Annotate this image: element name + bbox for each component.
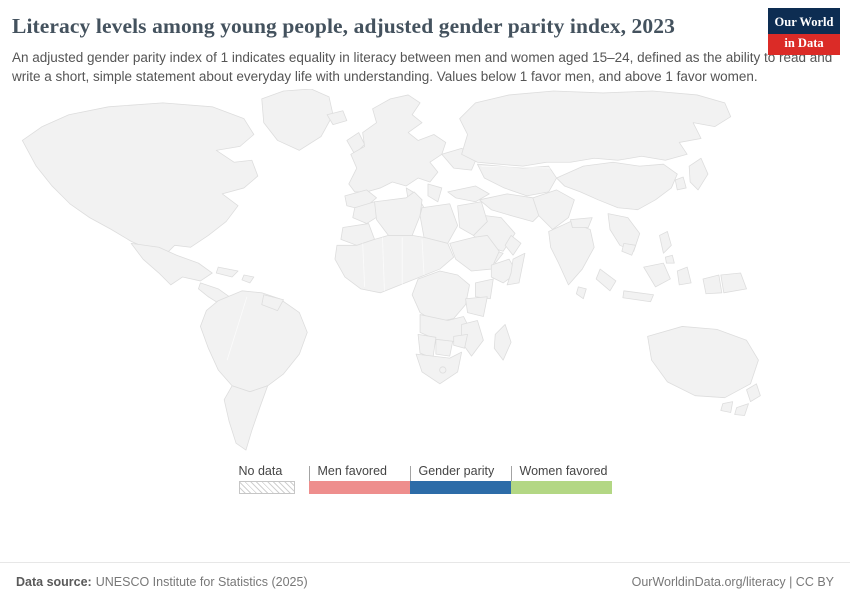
- legend-no-data-swatch: [238, 481, 295, 495]
- region-madagascar[interactable]: [493, 324, 512, 361]
- region-sri-lanka[interactable]: [575, 286, 587, 300]
- legend-category-women_favored[interactable]: Women favored: [510, 464, 612, 495]
- region-lesotho[interactable]: [439, 366, 447, 374]
- data-source-label: Data source:: [16, 574, 92, 589]
- region-southern-cone[interactable]: [223, 385, 269, 451]
- data-source: Data source: UNESCO Institute for Statist…: [16, 575, 308, 589]
- region-korea[interactable]: [674, 176, 687, 191]
- attribution-link[interactable]: OurWorldinData.org/literacy | CC BY: [631, 574, 834, 589]
- region-south-africa[interactable]: [415, 352, 463, 385]
- region-papua-new-guinea[interactable]: [720, 272, 747, 294]
- chart-subtitle: An adjusted gender parity index of 1 ind…: [12, 49, 833, 85]
- legend-no-data[interactable]: No data: [238, 464, 295, 495]
- owid-logo[interactable]: Our World in Data: [768, 8, 840, 56]
- region-turkey[interactable]: [447, 185, 490, 203]
- region-indonesia[interactable]: [595, 262, 723, 303]
- region-central-asia[interactable]: [477, 164, 557, 197]
- data-source-value[interactable]: UNESCO Institute for Statistics (2025): [95, 574, 308, 589]
- legend-category-gender_parity[interactable]: Gender parity: [409, 464, 511, 495]
- footer: Data source: UNESCO Institute for Statist…: [0, 562, 850, 600]
- region-zimbabwe[interactable]: [453, 334, 468, 349]
- region-central-africa[interactable]: [411, 270, 470, 324]
- region-russia[interactable]: [459, 90, 732, 167]
- region-guyanas[interactable]: [261, 294, 284, 312]
- region-philippines[interactable]: [659, 231, 675, 264]
- page-title: Literacy levels among young people, adju…: [12, 14, 675, 38]
- region-nepal[interactable]: [570, 217, 593, 229]
- region-hispaniola[interactable]: [241, 274, 255, 284]
- region-sudan-chad[interactable]: [449, 235, 500, 272]
- region-cuba[interactable]: [215, 266, 239, 278]
- region-cambodia[interactable]: [621, 243, 637, 256]
- region-botswana[interactable]: [435, 339, 454, 357]
- region-iceland[interactable]: [326, 110, 348, 126]
- region-tanzania[interactable]: [465, 296, 488, 318]
- region-new-zealand[interactable]: [734, 383, 761, 417]
- map-legend: No data Men favored Gender parity Women …: [12, 464, 838, 495]
- header: Literacy levels among young people, adju…: [12, 8, 840, 86]
- legend-no-data-label: No data: [238, 464, 283, 479]
- region-north-america[interactable]: [21, 102, 259, 258]
- owid-logo-line2: in Data: [768, 33, 840, 56]
- owid-logo-line1: Our World: [774, 15, 834, 29]
- region-china[interactable]: [556, 162, 678, 211]
- region-libya[interactable]: [419, 203, 459, 244]
- region-mexico[interactable]: [130, 243, 213, 286]
- region-algeria[interactable]: [374, 191, 423, 237]
- region-somalia[interactable]: [506, 253, 526, 286]
- region-india[interactable]: [548, 221, 595, 286]
- map-area: [12, 89, 838, 460]
- region-egypt[interactable]: [457, 201, 488, 237]
- legend-category-men_favored[interactable]: Men favored: [308, 464, 410, 495]
- country-border-lines: [226, 166, 555, 361]
- world-map: [21, 89, 761, 451]
- region-kenya[interactable]: [475, 278, 494, 300]
- region-oman[interactable]: [504, 235, 522, 256]
- region-afghanistan-pakistan[interactable]: [532, 189, 575, 231]
- region-south-america-north[interactable]: [200, 290, 308, 393]
- region-japan[interactable]: [688, 158, 709, 191]
- legend-categories: Men favored Gender parity Women favored: [308, 464, 612, 495]
- region-greenland[interactable]: [261, 89, 334, 151]
- region-australia[interactable]: [647, 326, 759, 414]
- region-western-europe[interactable]: [348, 94, 447, 193]
- region-balkans[interactable]: [427, 183, 443, 203]
